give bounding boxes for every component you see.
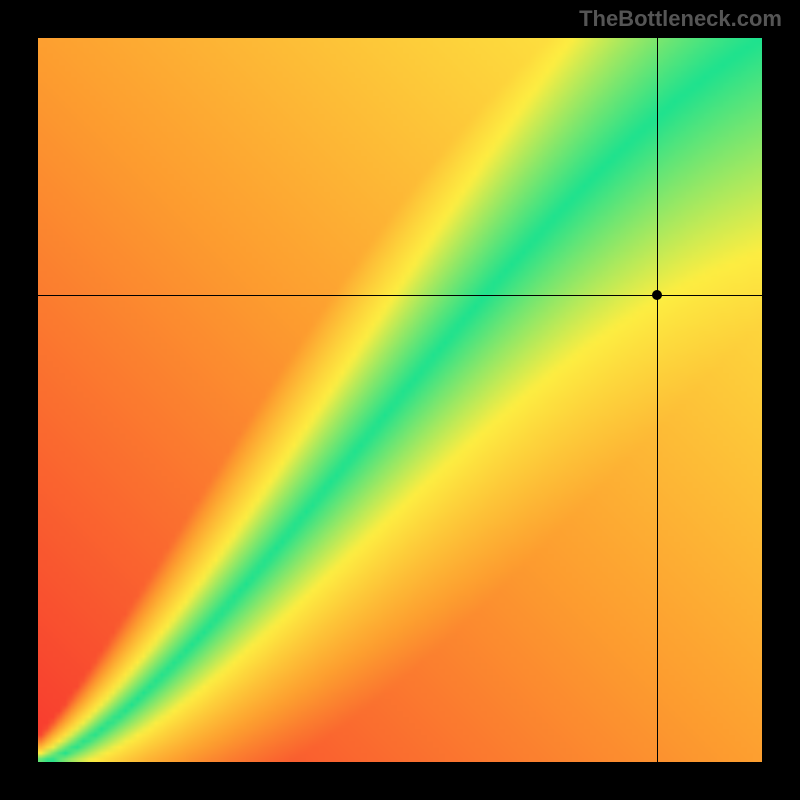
heatmap-plot — [38, 38, 762, 762]
crosshair-marker — [652, 290, 662, 300]
crosshair-vertical — [657, 38, 658, 762]
heatmap-canvas — [38, 38, 762, 762]
watermark-text: TheBottleneck.com — [579, 6, 782, 32]
